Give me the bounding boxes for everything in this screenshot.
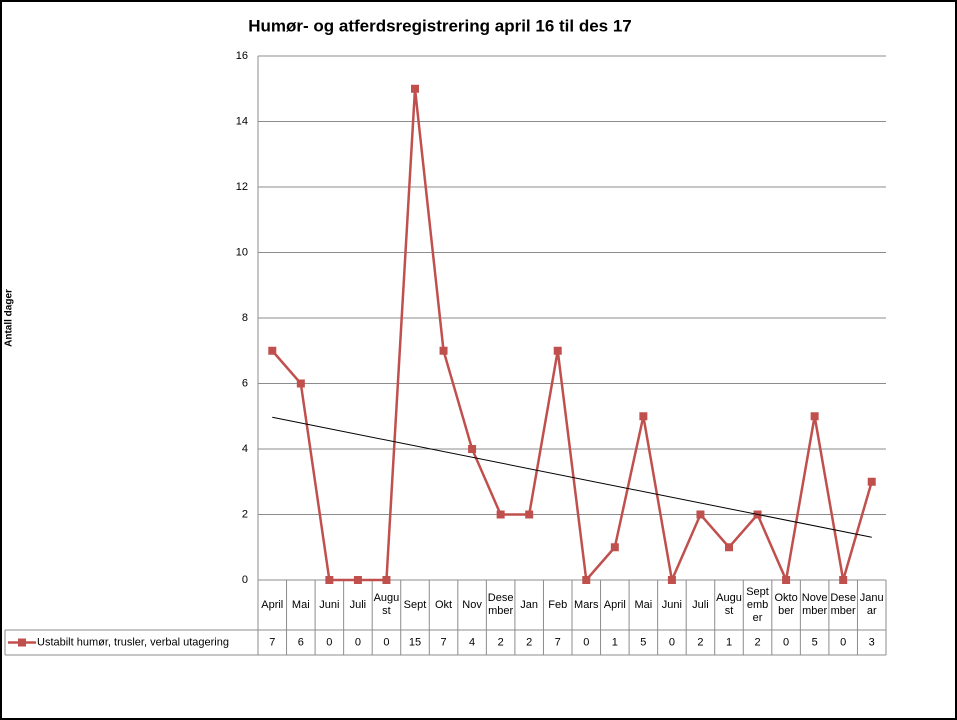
table-value: 7 — [269, 636, 275, 648]
marker — [296, 379, 305, 388]
x-tick-label: Oktober — [774, 592, 798, 617]
table-value: 1 — [612, 636, 618, 648]
table-value: 0 — [383, 636, 389, 648]
x-tick-label: Mars — [574, 598, 599, 611]
x-tick-label: Juni — [319, 598, 340, 611]
y-tick-label: 14 — [236, 115, 248, 127]
x-tick-label: August — [373, 592, 400, 617]
y-axis-label: Antall dager — [4, 289, 15, 347]
marker — [268, 346, 277, 355]
marker — [839, 576, 848, 584]
table-value: 0 — [326, 636, 332, 648]
marker — [610, 543, 619, 552]
x-tick-label: Desember — [830, 592, 857, 617]
table-value: 2 — [697, 636, 703, 648]
trendline — [272, 416, 872, 538]
table-value: 6 — [298, 636, 304, 648]
table-value: 0 — [669, 636, 675, 648]
y-tick-label: 10 — [236, 246, 248, 258]
x-tick-label: Juli — [349, 598, 367, 611]
marker — [582, 576, 591, 584]
table-value: 1 — [726, 636, 732, 648]
table-value: 2 — [498, 636, 504, 648]
table-value: 2 — [754, 636, 760, 648]
table-value: 7 — [555, 636, 561, 648]
x-tick-label: August — [716, 592, 742, 617]
marker — [696, 510, 705, 519]
x-tick-label: Okt — [434, 598, 453, 611]
marker — [810, 412, 819, 421]
y-tick-label: 8 — [242, 312, 248, 324]
table-value: 7 — [440, 636, 446, 648]
marker — [468, 445, 477, 453]
marker — [639, 412, 648, 421]
y-tick-label: 4 — [242, 443, 248, 455]
x-tick-label: November — [801, 592, 828, 617]
marker — [439, 346, 448, 355]
table-value: 0 — [583, 636, 589, 648]
marker — [725, 543, 733, 552]
table-value: 3 — [869, 636, 875, 648]
x-tick-label: April — [261, 598, 284, 611]
marker — [382, 576, 391, 584]
table-value: 5 — [640, 636, 646, 648]
table-value: 5 — [812, 636, 818, 648]
y-tick-label: 2 — [242, 508, 248, 520]
marker — [496, 510, 505, 519]
y-tick-label: 16 — [236, 50, 248, 62]
y-tick-label: 0 — [242, 574, 248, 586]
table-value: 4 — [469, 636, 475, 648]
marker — [411, 84, 419, 93]
marker — [325, 576, 334, 584]
marker — [525, 510, 534, 519]
x-tick-label: April — [603, 598, 626, 611]
x-tick-label: Nov — [462, 598, 482, 611]
x-tick-label: September — [746, 585, 769, 624]
x-tick-label: Juli — [692, 598, 709, 611]
marker — [867, 477, 876, 486]
table-value: 2 — [526, 636, 532, 648]
table-value: 0 — [783, 636, 789, 648]
marker — [353, 576, 362, 584]
series-line — [271, 88, 873, 585]
y-tick-label: 6 — [242, 377, 248, 389]
x-tick-label: Feb — [548, 598, 568, 611]
y-tick-label: 12 — [236, 181, 248, 193]
marker — [667, 576, 676, 584]
x-tick-label: Jan — [520, 598, 539, 611]
x-tick-label: Januar — [859, 592, 884, 617]
chart-title: Humør- og atferdsregistrering april 16 t… — [248, 16, 632, 35]
x-tick-label: Sept — [403, 598, 427, 611]
x-tick-label: Mai — [291, 598, 310, 611]
x-tick-label: Mai — [634, 598, 653, 611]
table-value: 0 — [840, 636, 846, 648]
x-tick-label: Juni — [661, 598, 682, 611]
table-value: 15 — [409, 636, 421, 648]
legend-marker — [18, 638, 26, 647]
legend-label: Ustabilt humør, trusler, verbal utagerin… — [37, 636, 229, 648]
x-tick-label: Desember — [487, 592, 514, 617]
table-value: 0 — [355, 636, 361, 648]
marker — [782, 576, 791, 584]
marker — [553, 346, 562, 355]
